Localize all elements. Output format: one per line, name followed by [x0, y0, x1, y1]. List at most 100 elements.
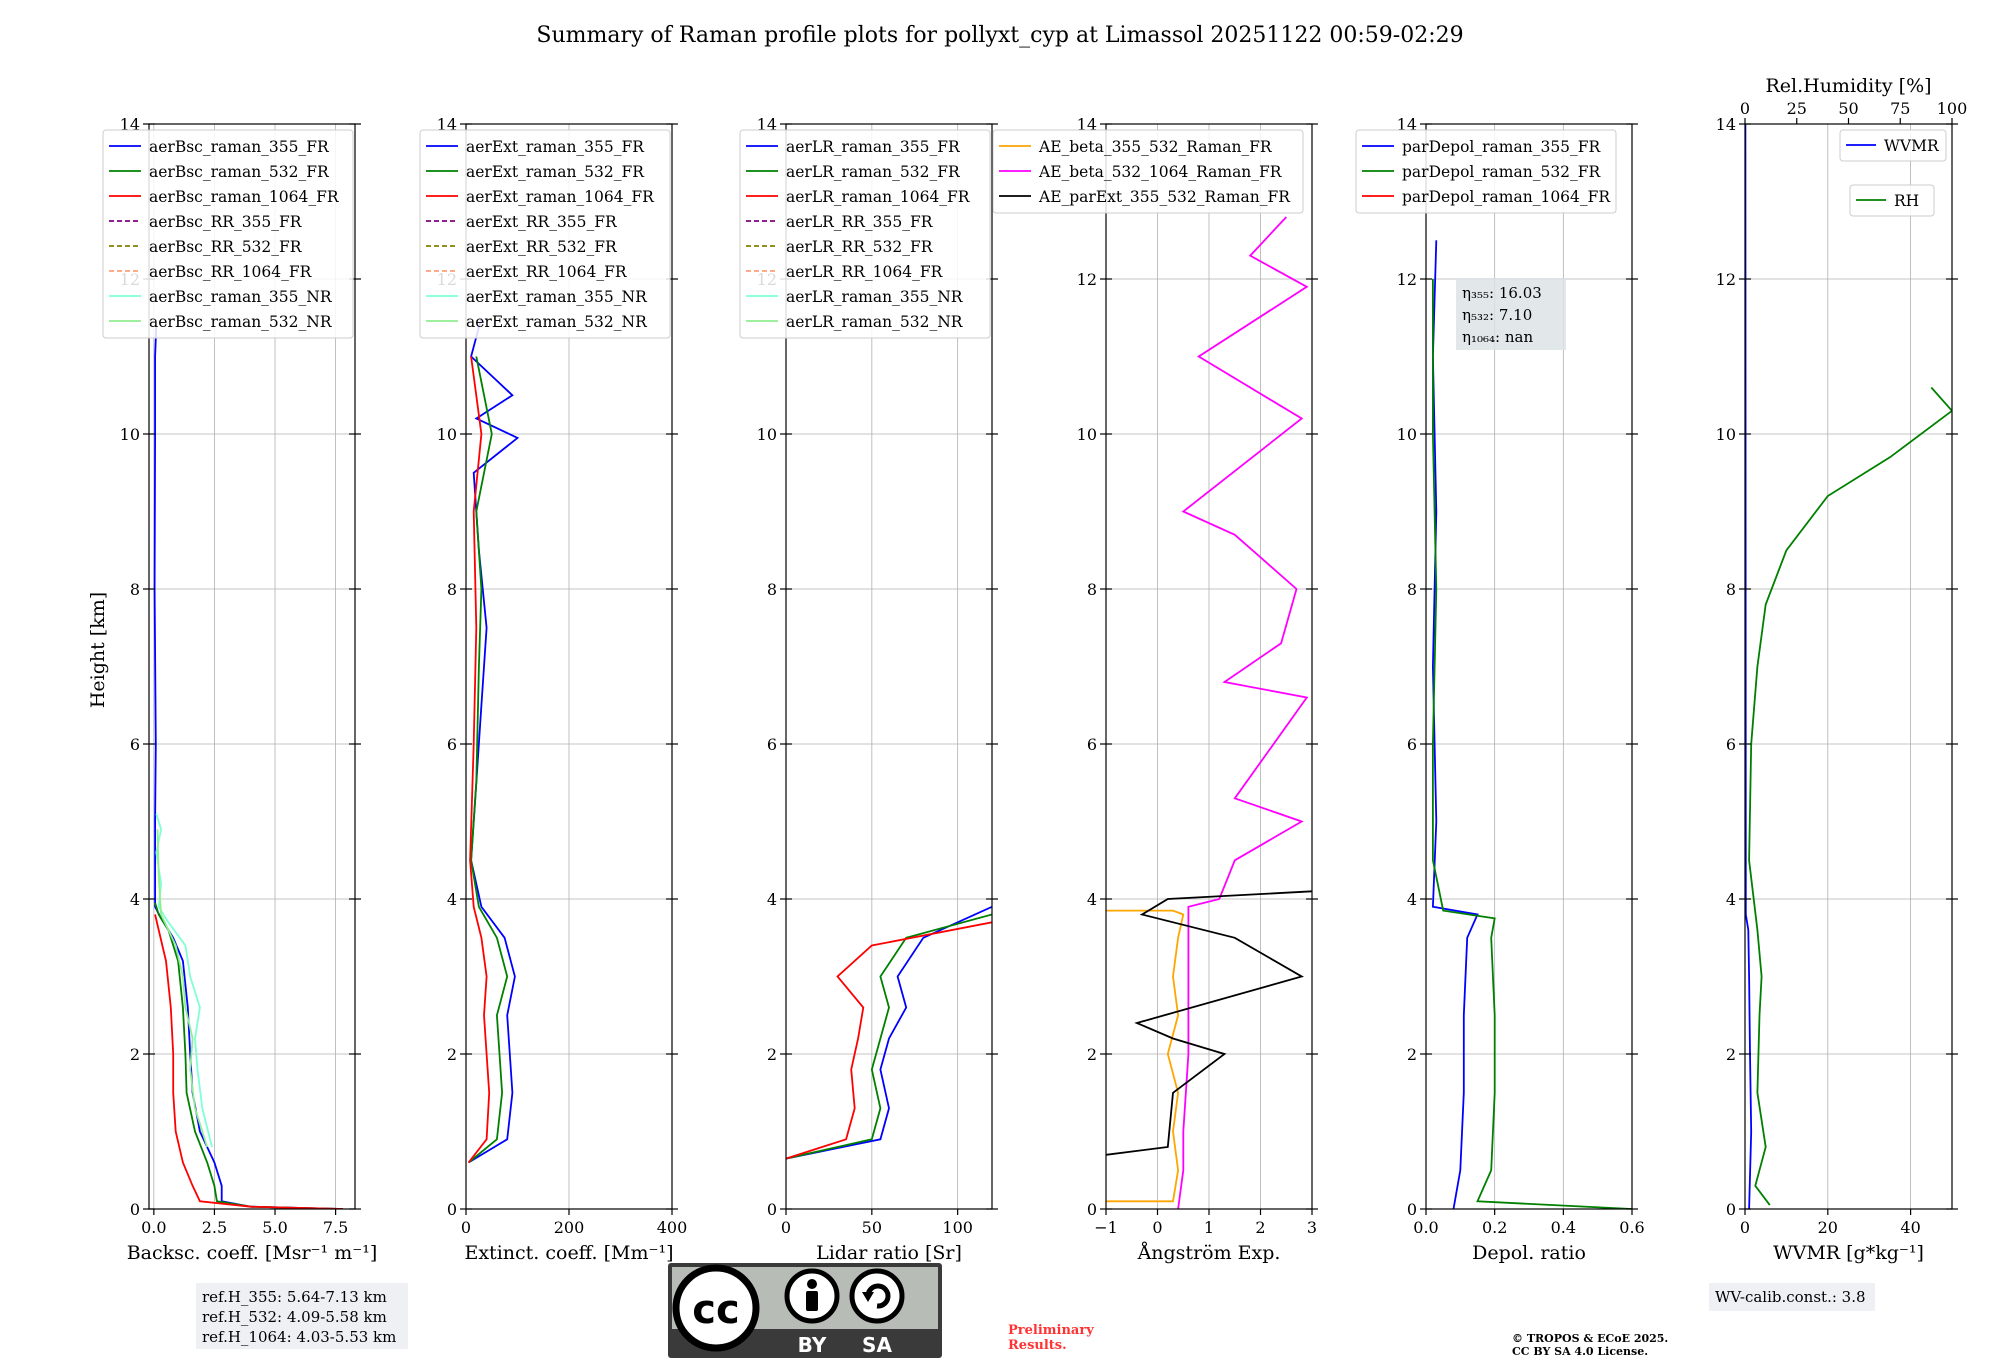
x-axis-label: Backsc. coeff. [Msr⁻¹ m⁻¹] [127, 1242, 378, 1264]
series-AE_beta_532_1064_Raman_FR [1177, 216, 1309, 1209]
legend-entry: AE_beta_532_1064_Raman_FR [1038, 163, 1283, 181]
y-tick-label: 0 [447, 1200, 457, 1219]
x-axis-label: Ångström Exp. [1137, 1242, 1281, 1264]
y-tick-label: 4 [130, 890, 140, 909]
y-tick-label: 4 [447, 890, 457, 909]
y-tick-label: 6 [1407, 735, 1417, 754]
legend-entry: aerLR_raman_355_NR [786, 288, 964, 306]
eta-value: η₃₅₅: 16.03 [1462, 284, 1542, 302]
y-tick-label: 2 [767, 1045, 777, 1064]
x-tick-label: 0 [781, 1218, 791, 1237]
x-tick-label: 0.2 [1482, 1218, 1507, 1237]
top-x-tick-label: 100 [1937, 99, 1968, 118]
legend-entry: aerBsc_raman_532_NR [149, 313, 333, 331]
ref-height-532: ref.H_532: 4.09-5.58 km [202, 1308, 387, 1326]
y-tick-label: 6 [130, 735, 140, 754]
x-tick-label: 0 [1152, 1218, 1162, 1237]
legend-entry: aerExt_raman_1064_FR [466, 188, 655, 206]
y-tick-label: 6 [1087, 735, 1097, 754]
legend: parDepol_raman_355_FR parDepol_raman_532_… [1355, 129, 1617, 214]
legend-entry: aerExt_RR_355_FR [466, 213, 618, 231]
eta-value: η₁₀₆₄: nan [1462, 328, 1533, 346]
panel-extinction: 024681012140200400Extinct. coeff. [Mm⁻¹]… [419, 115, 687, 1264]
y-tick-label: 0 [767, 1200, 777, 1219]
y-tick-label: 10 [437, 425, 457, 444]
y-tick-label: 10 [1077, 425, 1097, 444]
x-tick-label: 0 [1740, 1218, 1750, 1237]
x-tick-label: 50 [862, 1218, 882, 1237]
legend-entry: aerBsc_raman_1064_FR [149, 188, 340, 206]
x-tick-label: 0.6 [1619, 1218, 1644, 1237]
y-tick-label: 4 [1087, 890, 1097, 909]
legend-entry: aerExt_raman_355_NR [466, 288, 648, 306]
legend-entry: parDepol_raman_355_FR [1402, 138, 1602, 156]
legend-entry: aerBsc_RR_355_FR [149, 213, 303, 231]
y-tick-label: 10 [757, 425, 777, 444]
series-AE_beta_355_532_Raman_FR [1106, 909, 1185, 1203]
legend-entry: aerLR_raman_532_NR [786, 313, 964, 331]
x-axis-label: WVMR [g*kg⁻¹] [1773, 1242, 1924, 1264]
x-tick-label: 2.5 [202, 1218, 227, 1237]
x-tick-label: 100 [942, 1218, 973, 1237]
top-axis-label: Rel.Humidity [%] [1765, 75, 1931, 97]
legend-entry: aerLR_RR_1064_FR [786, 263, 944, 281]
series-RH [1748, 386, 1952, 1206]
eta-value: η₅₃₂: 7.10 [1462, 306, 1532, 324]
x-tick-label: 2 [1255, 1218, 1265, 1237]
svg-text:cc: cc [692, 1287, 739, 1333]
y-tick-label: 8 [130, 580, 140, 599]
y-tick-label: 8 [447, 580, 457, 599]
legend-entry: aerBsc_raman_355_NR [149, 288, 333, 306]
legend-entry: aerBsc_raman_355_FR [149, 138, 330, 156]
x-tick-label: 7.5 [323, 1218, 348, 1237]
top-x-tick-label: 75 [1890, 99, 1910, 118]
y-tick-label: 0 [130, 1200, 140, 1219]
y-tick-label: 2 [1087, 1045, 1097, 1064]
series-parDepol_raman_532_FR [1432, 279, 1632, 1209]
y-tick-label: 6 [447, 735, 457, 754]
y-tick-label: 8 [1726, 580, 1736, 599]
legend: aerExt_raman_355_FR aerExt_raman_532_FRae… [419, 129, 671, 339]
y-tick-label: 4 [1407, 890, 1417, 909]
legend-entry: aerLR_RR_532_FR [786, 238, 934, 256]
x-tick-label: 0.4 [1551, 1218, 1576, 1237]
legend: aerLR_raman_355_FR aerLR_raman_532_FR aerL… [739, 129, 991, 339]
axes-frame [148, 123, 356, 1210]
reference-height-box: ref.H_355: 5.64-7.13 km ref.H_532: 4.09-… [196, 1283, 408, 1349]
axes-frame [785, 123, 993, 1210]
y-tick-label: 2 [1407, 1045, 1417, 1064]
y-tick-label: 8 [767, 580, 777, 599]
x-tick-label: 0 [461, 1218, 471, 1237]
legend-entry: aerExt_raman_532_NR [466, 313, 648, 331]
legend-entry: aerBsc_raman_532_FR [149, 163, 330, 181]
y-tick-label: 14 [1716, 115, 1736, 134]
legend-entry: WVMR [1884, 137, 1940, 155]
x-tick-label: 5.0 [262, 1218, 287, 1237]
cc-icon [672, 1264, 760, 1352]
legend-entry: parDepol_raman_1064_FR [1402, 188, 1611, 206]
y-tick-label: 0 [1407, 1200, 1417, 1219]
legend-entry: AE_beta_355_532_Raman_FR [1038, 138, 1273, 156]
legend-entry: aerExt_raman_355_FR [466, 138, 645, 156]
series-aerBsc_raman_355_NR [155, 813, 213, 1148]
share-alike-icon [849, 1268, 905, 1324]
x-tick-label: 40 [1900, 1218, 1920, 1237]
series-AE_parExt_355_532_Raman_FR [1106, 890, 1312, 1156]
series-parDepol_raman_355_FR [1431, 240, 1479, 1209]
y-tick-label: 12 [1716, 270, 1736, 289]
y-tick-label: 4 [767, 890, 777, 909]
top-x-tick-label: 25 [1787, 99, 1807, 118]
legend-entry: aerLR_raman_532_FR [786, 163, 961, 181]
y-tick-label: 12 [1077, 270, 1097, 289]
series-aerLR_raman_532_FR [786, 913, 992, 1160]
series-aerLR_raman_1064_FR [786, 921, 992, 1160]
legend-entry: RH [1894, 192, 1919, 210]
y-tick-label: 2 [447, 1045, 457, 1064]
y-tick-label: 14 [1077, 115, 1097, 134]
y-tick-label: 2 [1726, 1045, 1736, 1064]
legend-entry: parDepol_raman_532_FR [1402, 163, 1602, 181]
